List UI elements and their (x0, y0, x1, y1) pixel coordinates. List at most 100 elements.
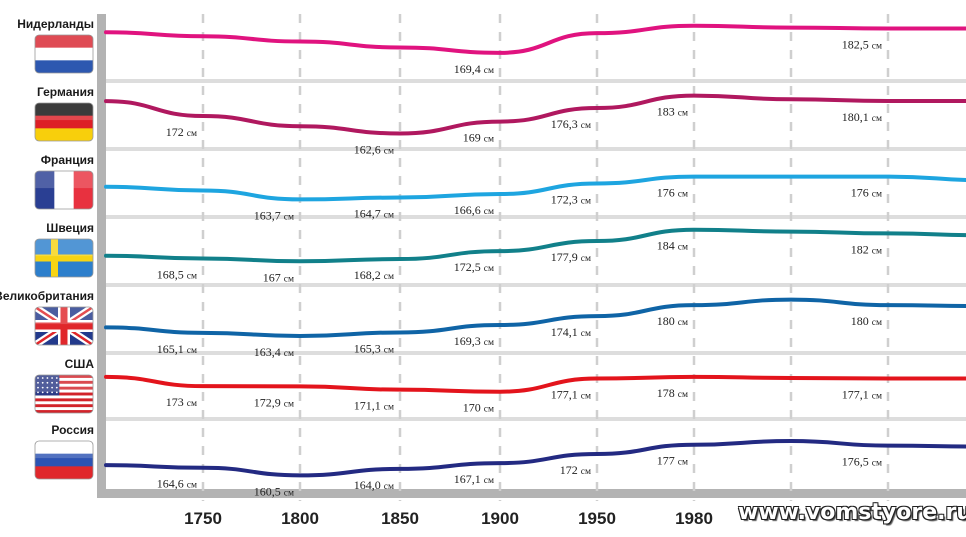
value-label: 165,3 см (354, 341, 394, 355)
value-unit: см (384, 146, 394, 156)
value-number: 172,3 (551, 192, 581, 206)
value-label: 164,6 см (157, 477, 197, 491)
frame-bottom-bar (97, 489, 966, 498)
value-number: 177,1 (842, 388, 872, 402)
value-label: 180 см (851, 314, 882, 328)
series-line (104, 374, 966, 394)
value-label: 163,4 см (254, 345, 294, 359)
watermark: www.vomstyore.ru (738, 500, 966, 525)
value-unit: см (872, 114, 882, 124)
value-number: 176,5 (842, 455, 872, 469)
country-name: Франция (41, 153, 94, 167)
value-number: 165,1 (157, 342, 187, 356)
value-number: 174,1 (551, 325, 581, 339)
value-unit: см (872, 42, 882, 52)
value-label: 167,1 см (454, 472, 494, 486)
panel-separator (106, 283, 966, 287)
value-unit: см (384, 482, 394, 492)
value-number: 172 (560, 463, 581, 477)
value-number: 183 (657, 105, 678, 119)
value-label: 164,0 см (354, 478, 394, 492)
value-number: 170 (463, 401, 484, 415)
value-label: 173 см (166, 395, 197, 409)
value-number: 163,7 (254, 208, 284, 222)
value-number: 160,5 (254, 484, 284, 498)
value-number: 176,3 (551, 117, 581, 131)
value-number: 182 (851, 242, 872, 256)
value-label: 160,5 см (254, 484, 294, 498)
value-label: 169,4 см (454, 62, 494, 76)
value-number: 162,6 (354, 142, 384, 156)
value-unit: см (678, 190, 688, 200)
value-number: 171,1 (354, 399, 384, 413)
chart-frame (97, 14, 966, 498)
value-unit: см (581, 196, 591, 206)
russia-flag (34, 440, 94, 480)
value-unit: см (284, 399, 294, 409)
value-unit: см (581, 467, 591, 477)
value-label: 177,9 см (551, 250, 591, 264)
value-number: 173 (166, 395, 187, 409)
value-label: 178 см (657, 386, 688, 400)
value-number: 167,1 (454, 472, 484, 486)
value-unit: см (581, 392, 591, 402)
value-label: 166,6 см (454, 203, 494, 217)
value-label: 176,3 см (551, 117, 591, 131)
value-unit: см (187, 399, 197, 409)
value-unit: см (872, 246, 882, 256)
country-name: Россия (51, 423, 94, 437)
value-number: 176 (657, 186, 678, 200)
value-label: 174,1 см (551, 325, 591, 339)
value-label: 183 см (657, 105, 688, 119)
value-label: 171,1 см (354, 399, 394, 413)
value-number: 164,6 (157, 477, 187, 491)
value-unit: см (187, 129, 197, 139)
value-label: 163,7 см (254, 208, 294, 222)
value-unit: см (678, 109, 688, 119)
value-number: 164,0 (354, 478, 384, 492)
value-label: 172,5 см (454, 260, 494, 274)
sweden-flag (34, 238, 94, 278)
value-unit: см (678, 243, 688, 253)
france-flag (34, 170, 94, 210)
uk-flag (34, 306, 94, 346)
value-number: 176 (851, 186, 872, 200)
value-unit: см (581, 254, 591, 264)
value-number: 163,4 (254, 345, 284, 359)
usa-flag (34, 374, 94, 414)
value-label: 169,3 см (454, 334, 494, 348)
value-number: 166,6 (454, 203, 484, 217)
panel-separator (106, 215, 966, 219)
value-unit: см (484, 66, 494, 76)
value-label: 177 см (657, 454, 688, 468)
value-label: 182 см (851, 242, 882, 256)
value-unit: см (678, 318, 688, 328)
grid-lines (201, 14, 890, 501)
value-label: 177,1 см (551, 388, 591, 402)
value-number: 182,5 (842, 38, 872, 52)
panel-separator (106, 351, 966, 355)
value-number: 169,4 (454, 62, 484, 76)
value-label: 180,1 см (842, 110, 882, 124)
value-number: 177,1 (551, 388, 581, 402)
value-label: 168,5 см (157, 268, 197, 282)
netherlands-flag (34, 34, 94, 74)
series-line (104, 297, 966, 338)
value-label: 167 см (263, 270, 294, 284)
value-label: 176 см (657, 186, 688, 200)
value-number: 167 (263, 270, 284, 284)
value-unit: см (284, 349, 294, 359)
value-label: 172,9 см (254, 395, 294, 409)
value-number: 169 (463, 131, 484, 145)
value-unit: см (384, 403, 394, 413)
series-line (104, 93, 966, 136)
value-unit: см (484, 405, 494, 415)
panel-separator (106, 79, 966, 83)
series-line (104, 23, 966, 55)
value-unit: см (284, 274, 294, 284)
x-axis: 1750 1800 1850 1900 1950 1980 (184, 509, 713, 528)
x-tick-label: 1980 (675, 509, 713, 528)
